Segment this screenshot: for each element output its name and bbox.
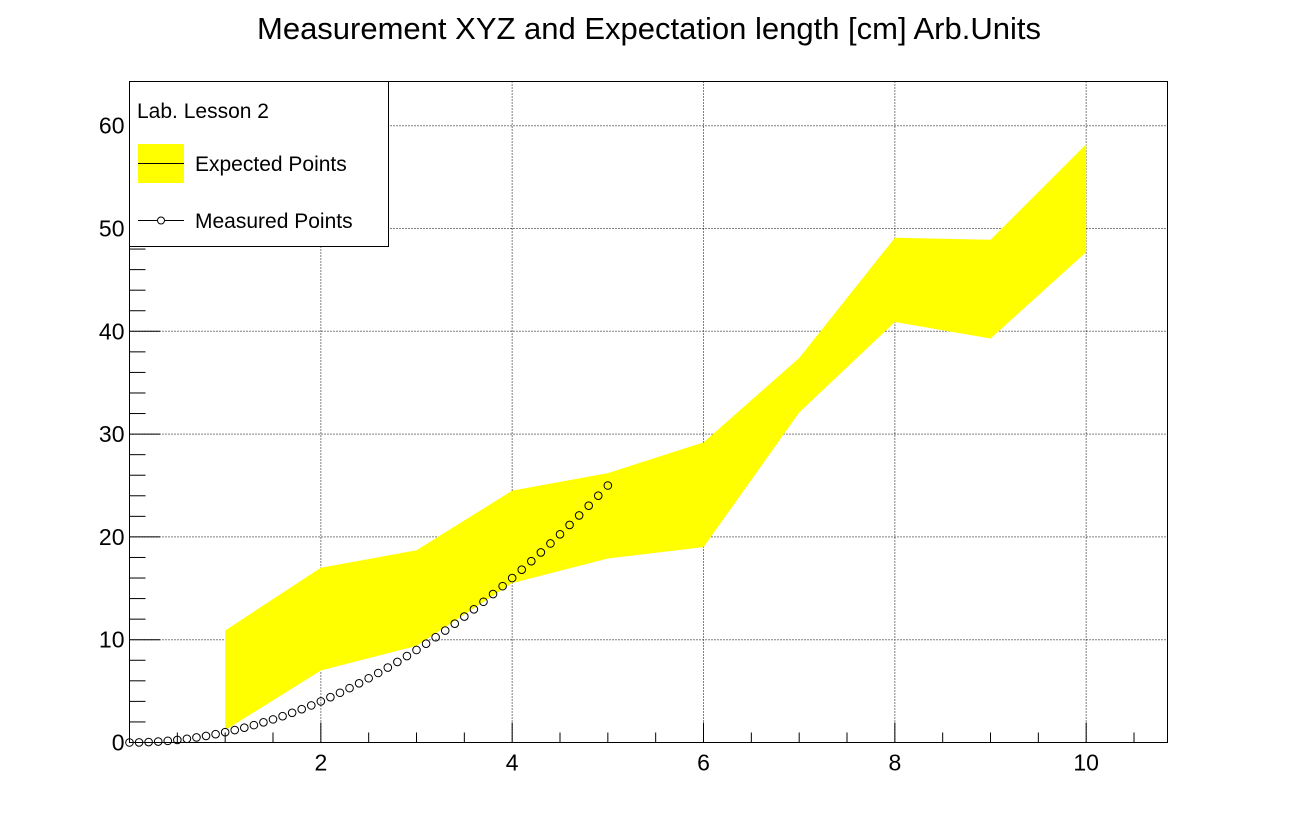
measured-point <box>326 692 335 702</box>
y-tick-label: 50 <box>99 216 125 242</box>
measured-point <box>268 715 278 724</box>
measured-point <box>507 573 517 583</box>
x-tick-label: 8 <box>888 750 901 776</box>
measured-point <box>536 548 546 557</box>
legend: Lab. Lesson 2 Expected Points Measured P… <box>129 81 389 247</box>
chart-title: Measurement XYZ and Expectation length [… <box>257 11 1041 46</box>
measured-point <box>412 645 421 655</box>
measured-point <box>201 731 211 741</box>
measured-point <box>240 723 249 732</box>
expected-band-layer <box>225 144 1087 731</box>
x-tick-label: 2 <box>314 750 327 776</box>
measured-point <box>211 729 220 739</box>
legend-swatch-measured-marker <box>157 216 165 225</box>
measured-point <box>345 683 354 693</box>
measured-point <box>249 720 259 730</box>
measured-point <box>383 663 393 672</box>
measured-point <box>306 701 316 710</box>
measured-point <box>593 491 603 500</box>
measured-point <box>555 530 565 539</box>
y-tick-label: 20 <box>99 524 125 550</box>
measured-point <box>574 511 584 520</box>
x-tick-labels: 2 4 6 8 10 <box>314 750 1099 776</box>
measured-point <box>354 678 364 688</box>
plot-frame <box>129 81 1168 743</box>
expected-points-band <box>225 144 1087 731</box>
measured-point <box>527 556 536 566</box>
measured-point <box>364 673 373 683</box>
measured-point <box>460 612 469 621</box>
measured-point <box>469 604 479 614</box>
measured-point <box>565 520 574 530</box>
y-tick-label: 40 <box>99 318 125 344</box>
y-tick-label: 60 <box>99 113 125 139</box>
measured-point <box>517 565 527 574</box>
x-tick-label: 10 <box>1073 750 1099 776</box>
x-tick-label: 4 <box>506 750 519 776</box>
measured-point <box>316 697 326 706</box>
measured-point <box>488 589 498 599</box>
legend-header: Lab. Lesson 2 <box>137 100 269 123</box>
measured-point <box>297 704 307 714</box>
measured-point <box>182 734 192 744</box>
y-tick-label: 0 <box>112 730 125 756</box>
y-tick-label: 30 <box>99 421 125 447</box>
measured-point <box>479 597 488 607</box>
legend-entry-expected: Expected Points <box>195 153 347 176</box>
measured-point <box>584 501 594 510</box>
measured-point <box>450 619 460 628</box>
x-tick-label: 6 <box>697 750 710 776</box>
legend-entry-measured: Measured Points <box>195 210 353 233</box>
measured-point <box>153 737 163 746</box>
measured-point <box>498 581 507 591</box>
measured-point <box>278 711 287 721</box>
measured-point <box>440 626 450 635</box>
y-tick-label: 10 <box>99 627 125 653</box>
measured-point <box>546 539 555 548</box>
y-tick-labels: 0 10 20 30 40 50 60 <box>99 113 125 756</box>
measured-point <box>402 651 412 661</box>
measured-point <box>393 657 402 667</box>
measured-point <box>335 688 345 698</box>
measured-point <box>163 736 173 746</box>
measured-point <box>259 718 268 727</box>
measured-point <box>421 639 431 649</box>
measured-point <box>287 708 297 718</box>
measured-point <box>230 725 240 735</box>
measured-point <box>431 632 440 642</box>
measured-point <box>192 733 201 742</box>
measured-point <box>603 481 613 490</box>
measured-point <box>373 668 383 678</box>
